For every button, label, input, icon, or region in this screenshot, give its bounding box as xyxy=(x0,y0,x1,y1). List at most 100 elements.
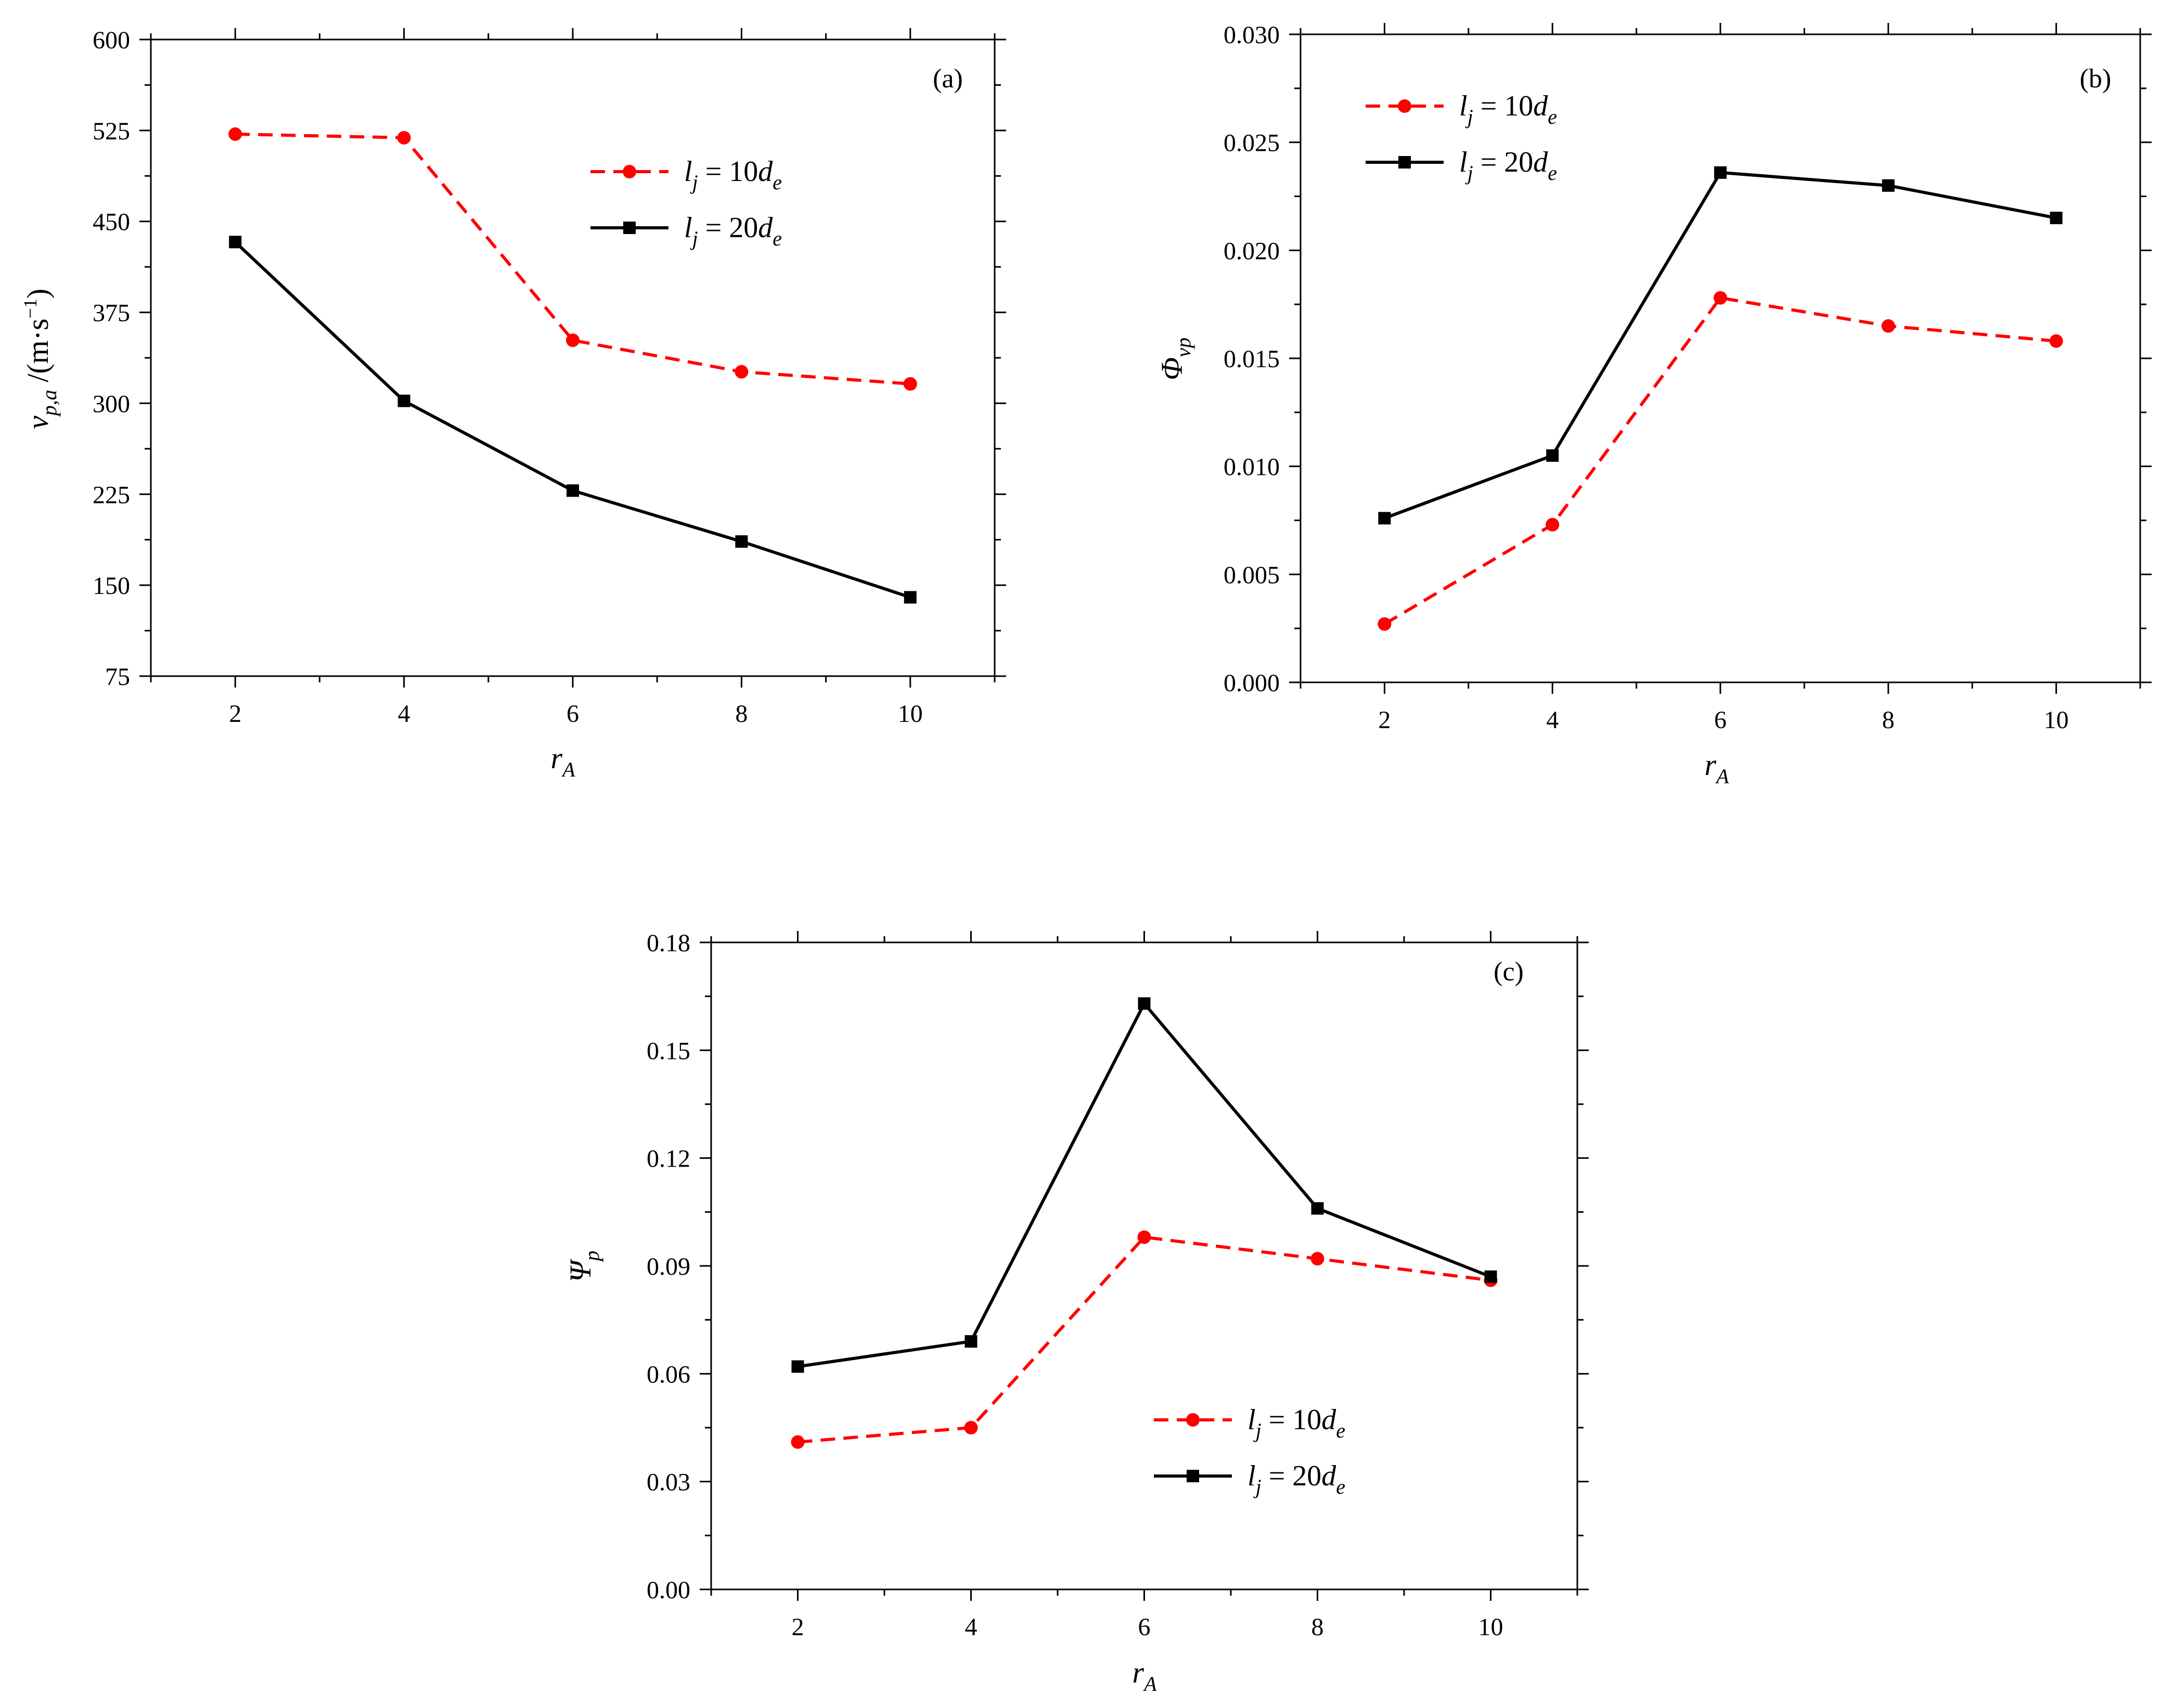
data-point-20de xyxy=(1138,997,1151,1010)
data-point-20de xyxy=(397,394,410,407)
plot-frame xyxy=(710,941,1578,1590)
x-tick-label: 4 xyxy=(965,1613,977,1641)
chart-panel-b: 2 4 6 8 10 0.000 0.005 0.010 0.015 0.020 0.025 0.03… xyxy=(1155,21,2152,788)
legend-marker-circle xyxy=(1398,99,1411,113)
y-axis-title-main: v xyxy=(21,416,55,429)
x-tick-label: 4 xyxy=(398,700,410,728)
y-tick-label: 0.025 xyxy=(1224,130,1280,157)
legend-l-sub: j xyxy=(1465,161,1473,185)
x-tick-label: 6 xyxy=(1714,706,1727,734)
series-line-10de xyxy=(1383,296,2056,626)
legend-label-series_10de: lj = 10de xyxy=(684,156,782,194)
series-line-20de xyxy=(1384,171,2057,520)
legend-d: d xyxy=(758,212,773,244)
data-point-20de xyxy=(2050,212,2063,225)
x-axis-title-main: r xyxy=(550,741,562,775)
y-tick-label: 0.000 xyxy=(1224,669,1280,697)
y-tick-label: 75 xyxy=(105,663,130,691)
legend-l: l xyxy=(684,156,692,188)
plot-frame xyxy=(150,38,996,677)
data-point-10de xyxy=(964,1421,978,1434)
data-point-20de xyxy=(1484,1270,1497,1283)
panel-label: (c) xyxy=(1494,957,1524,987)
legend-label-series_20de: lj = 20de xyxy=(684,212,782,250)
panel-label: (b) xyxy=(2080,64,2112,94)
x-tick-label: 2 xyxy=(792,1613,804,1641)
y-tick-label: 0.015 xyxy=(1224,345,1280,373)
x-tick-label: 8 xyxy=(735,700,748,728)
legend-eq: = 10 xyxy=(698,156,758,188)
series-line-10de xyxy=(797,1235,1491,1444)
legend-l: l xyxy=(1247,1460,1256,1492)
legend-marker-square xyxy=(1398,156,1411,169)
y-axis-title-sub: vp xyxy=(1172,338,1195,357)
y-axis-title: Ψp xyxy=(563,1251,603,1283)
data-point-10de xyxy=(1378,617,1392,631)
data-point-10de xyxy=(1714,291,1727,305)
legend-l: l xyxy=(1459,90,1468,122)
legend-d: d xyxy=(1533,146,1548,178)
data-point-20de xyxy=(1546,449,1559,462)
x-axis-title-main: r xyxy=(1704,748,1716,782)
legend-label-series_20de: lj = 20de xyxy=(1459,146,1557,185)
legend-label-series_20de: lj = 20de xyxy=(1247,1460,1345,1498)
series-line-20de xyxy=(234,241,911,599)
x-tick-label: 4 xyxy=(1546,706,1559,734)
data-point-20de xyxy=(791,1360,804,1373)
legend-d-sub: e xyxy=(1548,161,1557,185)
x-tick-label: 6 xyxy=(567,700,579,728)
data-point-20de xyxy=(567,484,579,497)
panel-label: (a) xyxy=(933,64,963,94)
legend-d-sub: e xyxy=(773,171,782,194)
y-tick-label: 0.18 xyxy=(647,929,690,957)
x-tick-label: 10 xyxy=(1478,1613,1503,1641)
data-point-20de xyxy=(1882,179,1895,192)
x-axis-title-sub: A xyxy=(561,758,575,781)
x-axis-title-sub: A xyxy=(1142,1672,1157,1696)
legend-eq: = 20 xyxy=(1473,146,1534,178)
y-axis-title-sup: −1 xyxy=(20,299,41,318)
x-tick-label: 8 xyxy=(1882,706,1895,734)
y-axis-title-unit: /(m·s xyxy=(21,318,55,390)
data-point-10de xyxy=(1310,1252,1324,1266)
x-tick-label: 10 xyxy=(898,700,923,728)
data-point-20de xyxy=(1378,512,1391,525)
data-point-10de xyxy=(228,127,242,141)
y-tick-label: 300 xyxy=(93,390,130,418)
legend-eq: = 10 xyxy=(1473,90,1534,122)
y-tick-label: 600 xyxy=(93,27,130,54)
data-point-20de xyxy=(1714,166,1727,179)
x-tick-label: 10 xyxy=(2044,706,2069,734)
y-tick-label: 0.030 xyxy=(1224,21,1280,49)
data-point-20de xyxy=(735,535,748,548)
legend-marker-circle xyxy=(1186,1413,1200,1427)
x-axis-title: rA xyxy=(1704,748,1729,788)
y-axis-title: vp,a /(m·s−1) xyxy=(20,289,61,429)
legend-l-sub: j xyxy=(690,171,698,194)
legend-d: d xyxy=(1321,1460,1336,1492)
legend-d-sub: e xyxy=(1336,1475,1345,1498)
y-tick-label: 375 xyxy=(93,300,130,327)
legend-eq: = 20 xyxy=(698,212,758,244)
y-tick-label: 0.03 xyxy=(647,1469,690,1496)
y-axis-title-close: ) xyxy=(21,289,55,299)
legend-d: d xyxy=(758,156,773,188)
y-tick-label: 0.12 xyxy=(647,1145,690,1173)
y-tick-label: 0.020 xyxy=(1224,237,1280,265)
y-tick-label: 525 xyxy=(93,118,130,145)
data-point-10de xyxy=(735,365,749,379)
data-point-10de xyxy=(791,1435,805,1449)
x-axis-title-main: r xyxy=(1132,1655,1144,1689)
legend-eq: = 20 xyxy=(1262,1460,1322,1492)
y-axis-title-sub: p xyxy=(580,1251,603,1263)
x-axis-title: rA xyxy=(550,741,575,781)
plot-frame xyxy=(1300,33,2141,683)
data-point-10de xyxy=(397,131,411,145)
legend-d-sub: e xyxy=(773,227,782,250)
data-point-20de xyxy=(904,591,917,604)
legend-label-series_10de: lj = 10de xyxy=(1459,90,1557,128)
